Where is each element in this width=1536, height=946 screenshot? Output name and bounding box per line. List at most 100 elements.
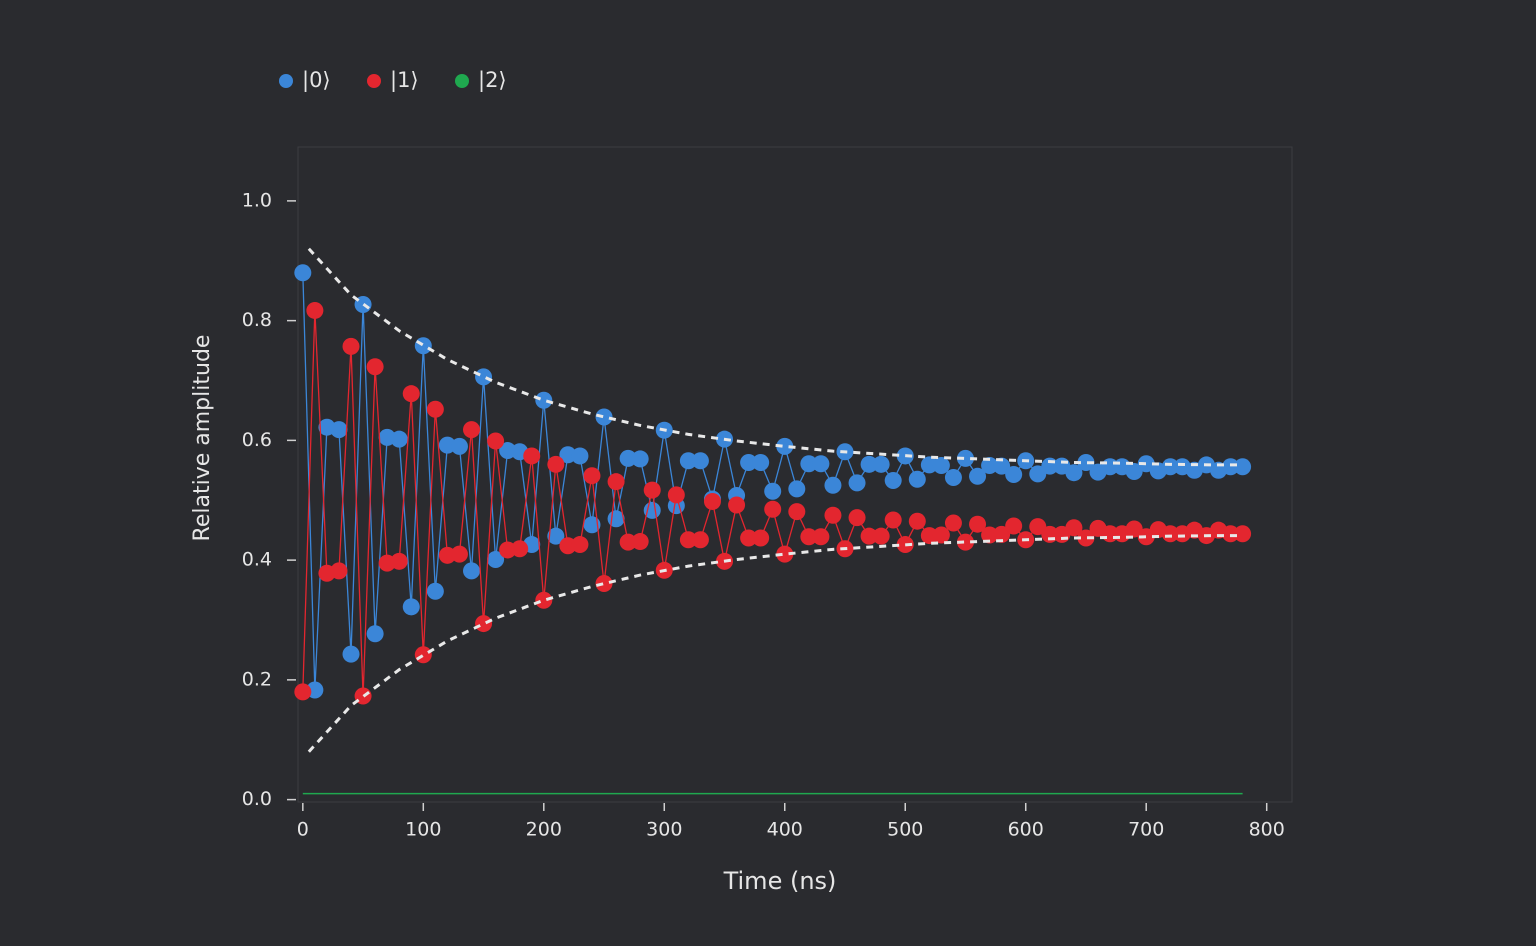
- data-point: [691, 531, 709, 549]
- data-point: [788, 503, 806, 521]
- data-point: [848, 474, 866, 492]
- legend: |0⟩ |1⟩ |2⟩: [279, 68, 507, 93]
- data-point: [342, 337, 360, 355]
- data-point: [366, 625, 384, 643]
- data-point: [450, 437, 468, 455]
- data-point: [944, 468, 962, 486]
- data-point: [1222, 525, 1240, 543]
- data-point: [547, 527, 565, 545]
- data-point: [691, 452, 709, 470]
- data-point: [740, 454, 758, 472]
- x-tick-label: 500: [887, 819, 923, 841]
- data-point: [981, 457, 999, 475]
- data-point: [993, 525, 1011, 543]
- series-line: [302, 272, 1243, 691]
- x-tick-label: 0: [297, 819, 309, 841]
- data-point: [848, 509, 866, 527]
- data-point: [523, 447, 541, 465]
- data-point: [884, 471, 902, 489]
- data-point: [607, 473, 625, 491]
- data-point: [487, 551, 505, 569]
- data-point: [908, 512, 926, 530]
- x-tick-label: 200: [526, 819, 562, 841]
- data-point: [643, 481, 661, 499]
- data-point: [800, 528, 818, 546]
- x-tick-label: 800: [1249, 819, 1285, 841]
- data-point: [944, 514, 962, 532]
- data-point: [884, 511, 902, 529]
- data-point: [1005, 466, 1023, 483]
- data-point: [294, 683, 312, 701]
- data-point: [1077, 454, 1095, 472]
- data-point: [402, 598, 420, 616]
- x-tick-label: 300: [646, 819, 682, 841]
- data-point: [667, 486, 685, 504]
- data-point: [1222, 458, 1240, 476]
- data-point: [679, 452, 697, 470]
- legend-label: |2⟩: [478, 68, 507, 93]
- data-point: [402, 385, 420, 403]
- plot-frame: [297, 146, 1293, 803]
- data-point: [426, 582, 444, 600]
- data-point: [547, 455, 565, 473]
- data-point: [932, 457, 950, 475]
- data-point: [595, 408, 613, 426]
- data-point: [1029, 465, 1047, 483]
- data-point: [776, 437, 794, 455]
- data-point: [390, 430, 408, 448]
- data-point: [535, 391, 553, 409]
- data-point: [812, 528, 830, 546]
- fit-envelope: [307, 247, 1243, 467]
- data-point: [366, 358, 384, 376]
- legend-label: |0⟩: [302, 68, 331, 93]
- x-tick-label: 700: [1128, 819, 1164, 841]
- data-point: [764, 482, 782, 500]
- data-point: [571, 447, 589, 465]
- legend-label: |1⟩: [390, 68, 419, 93]
- axes: 0.0 0.2 0.4 0.6 0.8 1.0 0 100 200 300 400 500 600 700…: [242, 189, 1285, 840]
- data-point: [330, 421, 348, 439]
- data-point: [969, 467, 987, 485]
- data-point: [824, 476, 842, 494]
- data-point: [1077, 529, 1095, 547]
- data-point: [475, 615, 493, 633]
- plot-area: [294, 247, 1252, 795]
- data-point: [390, 552, 408, 570]
- data-point: [1065, 464, 1083, 482]
- x-axis-label: Time (ns): [723, 867, 837, 895]
- data-point: [1005, 517, 1023, 535]
- data-point: [1125, 463, 1143, 481]
- fit-envelope: [307, 534, 1243, 753]
- data-point: [342, 645, 360, 663]
- data-point: [426, 400, 444, 418]
- y-tick-label: 0.0: [242, 788, 272, 810]
- data-point: [1161, 525, 1179, 543]
- data-point: [1161, 458, 1179, 476]
- data-point: [414, 337, 432, 355]
- data-point: [969, 515, 987, 533]
- data-point: [619, 449, 637, 467]
- x-tick-label: 100: [405, 819, 441, 841]
- data-point: [535, 591, 553, 609]
- data-point: [330, 562, 348, 580]
- data-point: [872, 455, 890, 473]
- y-axis-label: Relative amplitude: [190, 335, 215, 542]
- data-point: [571, 536, 589, 554]
- data-point: [450, 545, 468, 563]
- y-tick-label: 1.0: [242, 189, 272, 211]
- data-point: [703, 492, 721, 510]
- data-point: [294, 264, 312, 282]
- data-point: [487, 432, 505, 450]
- data-point: [800, 455, 818, 473]
- data-point: [1125, 520, 1143, 538]
- data-point: [462, 421, 480, 439]
- x-tick-label: 600: [1008, 819, 1044, 841]
- data-point: [812, 455, 830, 473]
- data-point: [872, 527, 890, 545]
- y-tick-label: 0.4: [242, 549, 272, 571]
- data-point: [631, 450, 649, 468]
- data-point: [908, 470, 926, 488]
- data-point: [475, 368, 493, 386]
- data-point: [619, 533, 637, 551]
